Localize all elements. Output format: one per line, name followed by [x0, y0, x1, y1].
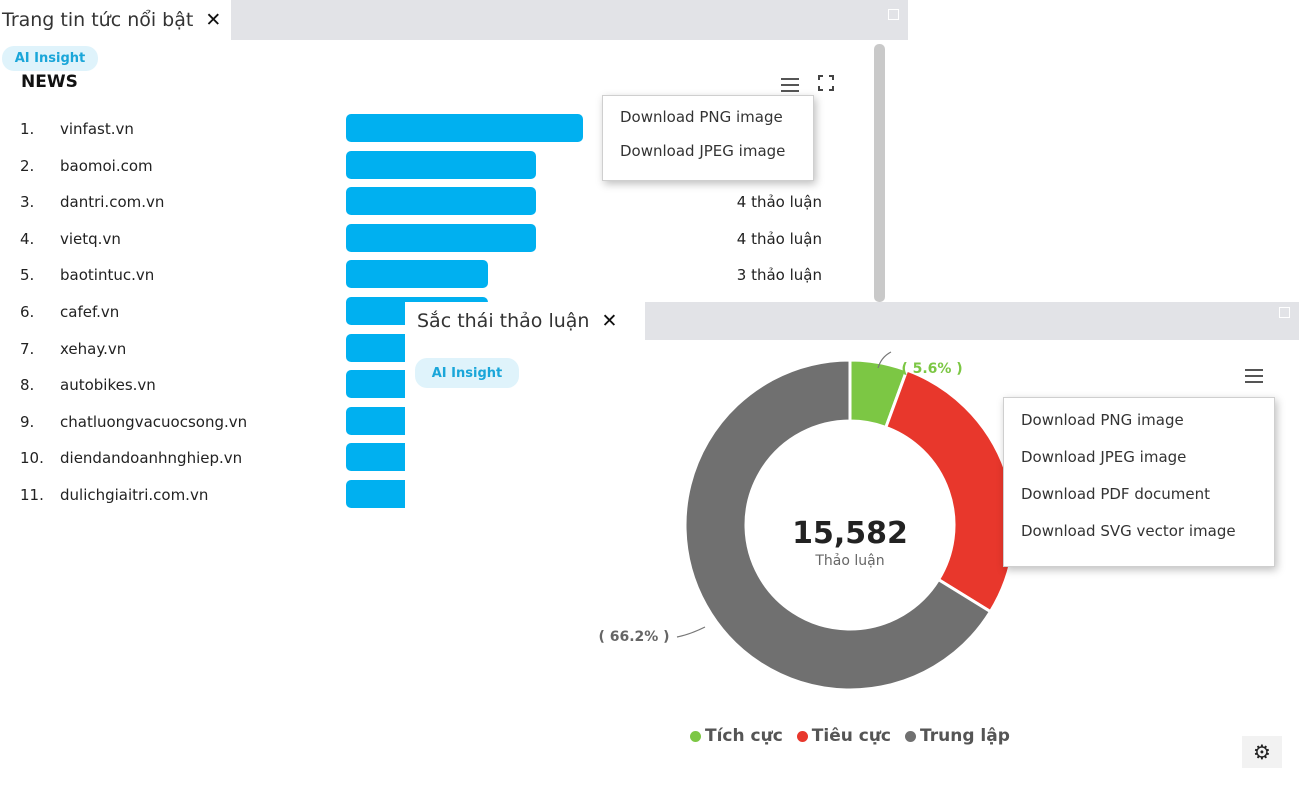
news-row[interactable]: 5. baotintuc.vn 3 thảo luận	[0, 260, 860, 290]
sentiment-tab-title: Sắc thái thảo luận	[417, 310, 590, 332]
donut-center-label: Thảo luận	[814, 553, 884, 569]
news-row-rank: 8.	[20, 376, 35, 395]
news-row-site[interactable]: vinfast.vn	[60, 120, 134, 138]
news-row-bar[interactable]	[346, 260, 489, 289]
news-row[interactable]: 1. vinfast.vn	[0, 114, 860, 144]
news-row-site[interactable]: dantri.com.vn	[60, 193, 165, 212]
news-row-bar[interactable]	[346, 187, 536, 216]
news-row-bar[interactable]	[346, 150, 536, 179]
news-row-rank: 4.	[20, 229, 35, 248]
sentiment-tab-bar: Sắc thái thảo luận ✕	[405, 302, 1299, 340]
news-row-rank: 10.	[20, 449, 44, 468]
news-row-count: 3 thảo luận	[736, 266, 822, 285]
donut-slice-Trung lập[interactable]	[683, 358, 993, 692]
legend-label: Trung lập	[920, 726, 1010, 746]
news-tab[interactable]: Trang tin tức nổi bật ✕	[0, 0, 232, 40]
legend-item[interactable]: Tích cực	[690, 726, 783, 746]
settings-gear-icon: ⚙	[1253, 740, 1271, 764]
news-row-rank: 6.	[20, 303, 35, 321]
news-row-site[interactable]: vietq.vn	[60, 229, 121, 248]
legend-item[interactable]: Trung lập	[905, 726, 1010, 746]
sentiment-download-jpeg[interactable]: Download JPEG image	[1021, 448, 1187, 466]
news-row-count: 4 thảo luận	[736, 229, 822, 248]
news-scrollbar[interactable]	[874, 44, 885, 302]
news-row[interactable]: 4. vietq.vn 4 thảo luận	[0, 223, 860, 254]
legend-dot-icon	[690, 730, 701, 742]
news-row-site[interactable]: baomoi.com	[60, 156, 153, 175]
legend-dot-icon	[905, 730, 917, 742]
news-row-rank: 1.	[20, 120, 35, 138]
news-row-bar[interactable]	[346, 223, 536, 252]
news-tab-close-icon[interactable]: ✕	[205, 9, 222, 31]
legend-dot-icon	[796, 730, 808, 742]
news-section-title: NEWS	[21, 72, 78, 92]
news-tab-title: Trang tin tức nổi bật	[2, 9, 194, 31]
chart-legend: Tích cực Tiêu cực Trung lập	[690, 726, 1024, 746]
news-row-rank: 11.	[20, 486, 44, 504]
news-fullscreen-icon[interactable]	[818, 75, 834, 91]
news-row-site[interactable]: baotintuc.vn	[60, 266, 155, 285]
news-row-site[interactable]: dulichgiaitri.com.vn	[60, 486, 209, 504]
news-export-dropdown: Download PNG image Download JPEG image	[602, 95, 814, 181]
news-row-site[interactable]: cafef.vn	[60, 303, 120, 321]
news-row[interactable]: 2. baomoi.com	[0, 150, 860, 181]
sentiment-ai-insight-badge[interactable]: AI Insight	[415, 358, 519, 388]
slice-connector-tich-cuc	[877, 351, 892, 369]
sentiment-download-svg[interactable]: Download SVG vector image	[1021, 522, 1236, 540]
legend-label: Tích cực	[705, 726, 783, 746]
news-row-rank: 9.	[20, 412, 35, 431]
news-row-rank: 3.	[20, 193, 35, 212]
news-download-png[interactable]: Download PNG image	[620, 108, 783, 126]
legend-item[interactable]: Tiêu cực	[796, 726, 892, 746]
sentiment-download-png[interactable]: Download PNG image	[1021, 411, 1184, 429]
news-row[interactable]: 3. dantri.com.vn 4 thảo luận	[0, 187, 860, 217]
news-row-count: 4 thảo luận	[736, 193, 822, 212]
news-row-bar[interactable]	[346, 114, 583, 142]
news-row-rank: 2.	[20, 156, 35, 175]
settings-button[interactable]: ⚙	[1242, 736, 1282, 768]
news-row-site[interactable]: xehay.vn	[60, 339, 127, 358]
sentiment-window: Sắc thái thảo luận ✕ AI Insight ( 5.6% )…	[405, 302, 1299, 768]
news-row-site[interactable]: autobikes.vn	[60, 376, 156, 395]
donut-center-total: 15,582	[792, 516, 908, 551]
legend-label: Tiêu cực	[811, 726, 892, 746]
news-row-rank: 5.	[20, 266, 35, 285]
sentiment-chart-menu-icon[interactable]	[1245, 369, 1263, 387]
news-ai-insight-badge[interactable]: AI Insight	[2, 46, 98, 71]
sentiment-tab-close-icon[interactable]: ✕	[601, 310, 618, 332]
slice-connector-trung-lap	[676, 626, 706, 638]
slice-label-tich-cuc: ( 5.6% )	[901, 361, 962, 377]
sentiment-maximize-icon[interactable]	[1279, 307, 1290, 318]
sentiment-download-pdf[interactable]: Download PDF document	[1021, 485, 1211, 503]
news-row-site[interactable]: chatluongvacuocsong.vn	[60, 412, 248, 431]
sentiment-tab[interactable]: Sắc thái thảo luận ✕	[405, 302, 645, 340]
donut-slice-Tiêu cực[interactable]	[883, 368, 1017, 614]
news-row-site[interactable]: diendandoanhnghiep.vn	[60, 449, 243, 468]
news-tab-bar: Trang tin tức nổi bật ✕	[0, 0, 908, 40]
news-download-jpeg[interactable]: Download JPEG image	[620, 142, 786, 160]
sentiment-donut-chart: ( 5.6% ) ( 66.2% ) 15,582 Thảo luận	[598, 351, 1017, 692]
news-row-rank: 7.	[20, 339, 35, 358]
news-chart-menu-icon[interactable]	[781, 78, 799, 96]
slice-label-trung-lap: ( 66.2% )	[598, 629, 669, 645]
sentiment-export-dropdown: Download PNG image Download JPEG image D…	[1003, 397, 1275, 567]
news-maximize-icon[interactable]	[888, 9, 899, 20]
